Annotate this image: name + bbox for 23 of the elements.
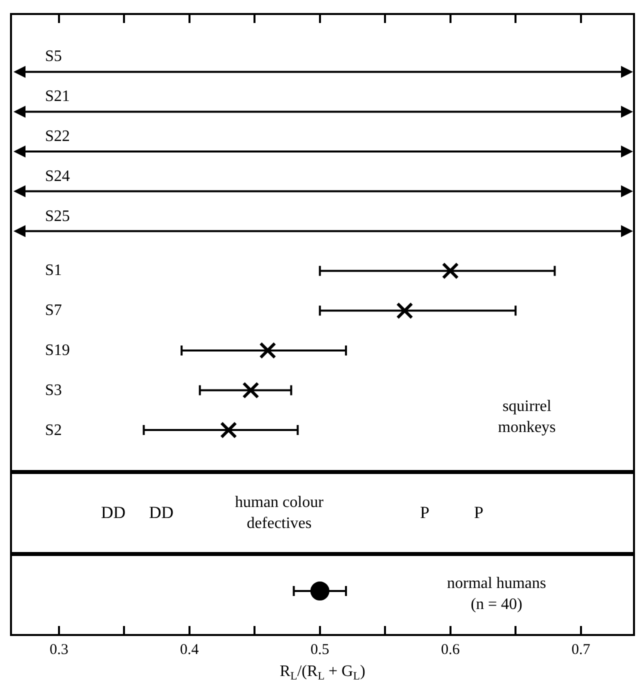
category-label: S2: [45, 422, 62, 439]
category-label: S25: [45, 208, 70, 225]
text: DD: [149, 503, 174, 522]
text: human colour defectives: [235, 494, 324, 532]
category-label: S1: [45, 262, 62, 279]
x-tick-label: 0.5: [310, 642, 330, 658]
category-label: S21: [45, 88, 70, 105]
text: DD: [101, 503, 126, 522]
x-tick-label: 0.4: [180, 642, 200, 658]
x-tick-label: 0.6: [440, 642, 460, 658]
category-label: S19: [45, 342, 70, 359]
annotation: normal humans (n = 40): [447, 575, 546, 613]
text: P: [474, 503, 484, 522]
text: P: [420, 503, 430, 522]
annotation: squirrel monkeys: [498, 398, 556, 436]
category-label: S22: [45, 128, 70, 145]
x-axis-title: R$_{L}$/(R$_{L}$ + G$_{L}$): [280, 663, 366, 683]
category-label: S3: [45, 382, 62, 399]
category-label: S5: [45, 48, 62, 65]
category-label: S24: [45, 168, 70, 185]
x-tick-label: 0.7: [571, 642, 591, 658]
x-tick-label: 0.3: [50, 642, 68, 658]
category-label: S7: [45, 302, 62, 319]
